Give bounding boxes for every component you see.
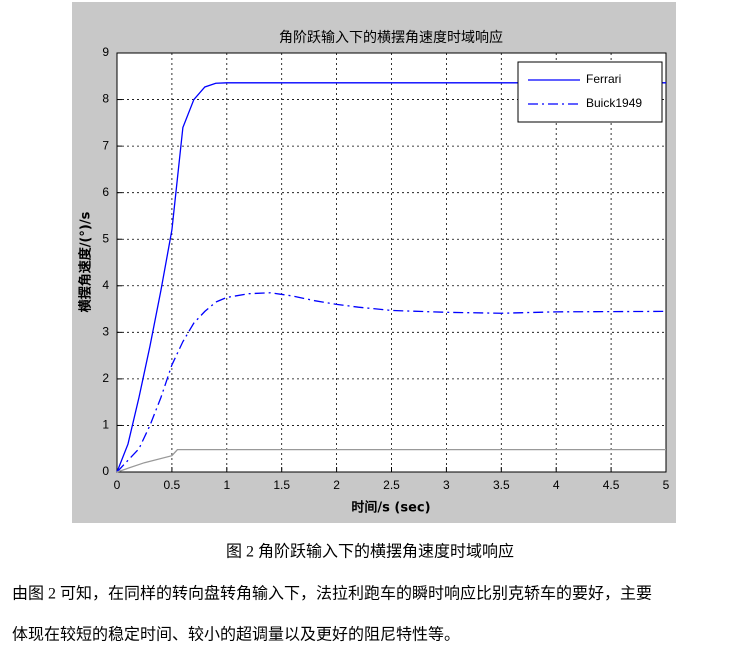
x-tick-label: 4.5 <box>603 478 620 492</box>
x-tick-label: 1.5 <box>273 478 290 492</box>
legend-label: Buick1949 <box>586 96 642 110</box>
x-tick-label: 2 <box>333 478 340 492</box>
x-tick-label: 5 <box>663 478 670 492</box>
x-tick-label: 2.5 <box>383 478 400 492</box>
paragraph-line: 体现在较短的稳定时间、较小的超调量以及更好的阻尼特性等。 <box>12 626 460 644</box>
x-tick-label: 3 <box>443 478 450 492</box>
figure-caption: 图 2 角阶跃输入下的横摆角速度时域响应 <box>226 542 514 561</box>
y-tick-label: 6 <box>102 185 109 199</box>
x-tick-label: 1 <box>223 478 230 492</box>
plot-area <box>116 52 667 473</box>
x-tick-label: 0.5 <box>164 478 181 492</box>
x-tick-label: 4 <box>553 478 560 492</box>
y-tick-label: 1 <box>102 418 109 432</box>
y-tick-label: 2 <box>102 371 109 385</box>
y-axis-label: 横摆角速度/(°)/s <box>78 211 94 312</box>
legend-label: Ferrari <box>586 72 621 86</box>
y-tick-label: 8 <box>102 92 109 106</box>
y-tick-label: 9 <box>102 45 109 59</box>
series-line <box>116 449 666 473</box>
y-tick-label: 0 <box>102 464 109 478</box>
paragraph-line: 由图 2 可知，在同样的转向盘转角输入下，法拉利跑车的瞬时响应比别克轿车的要好，… <box>12 584 652 603</box>
x-tick-label: 0 <box>114 478 121 492</box>
y-tick-label: 7 <box>102 138 109 152</box>
series-line <box>116 82 666 473</box>
y-tick-label: 4 <box>102 278 109 292</box>
x-axis-label: 时间/s (sec) <box>351 500 430 516</box>
y-tick-label: 3 <box>102 325 109 339</box>
legend-box <box>517 61 663 123</box>
x-tick-label: 3.5 <box>493 478 510 492</box>
series-line <box>116 292 667 473</box>
chart-title: 角阶跃输入下的横摆角速度时域响应 <box>279 29 503 46</box>
y-tick-label: 5 <box>102 231 109 245</box>
